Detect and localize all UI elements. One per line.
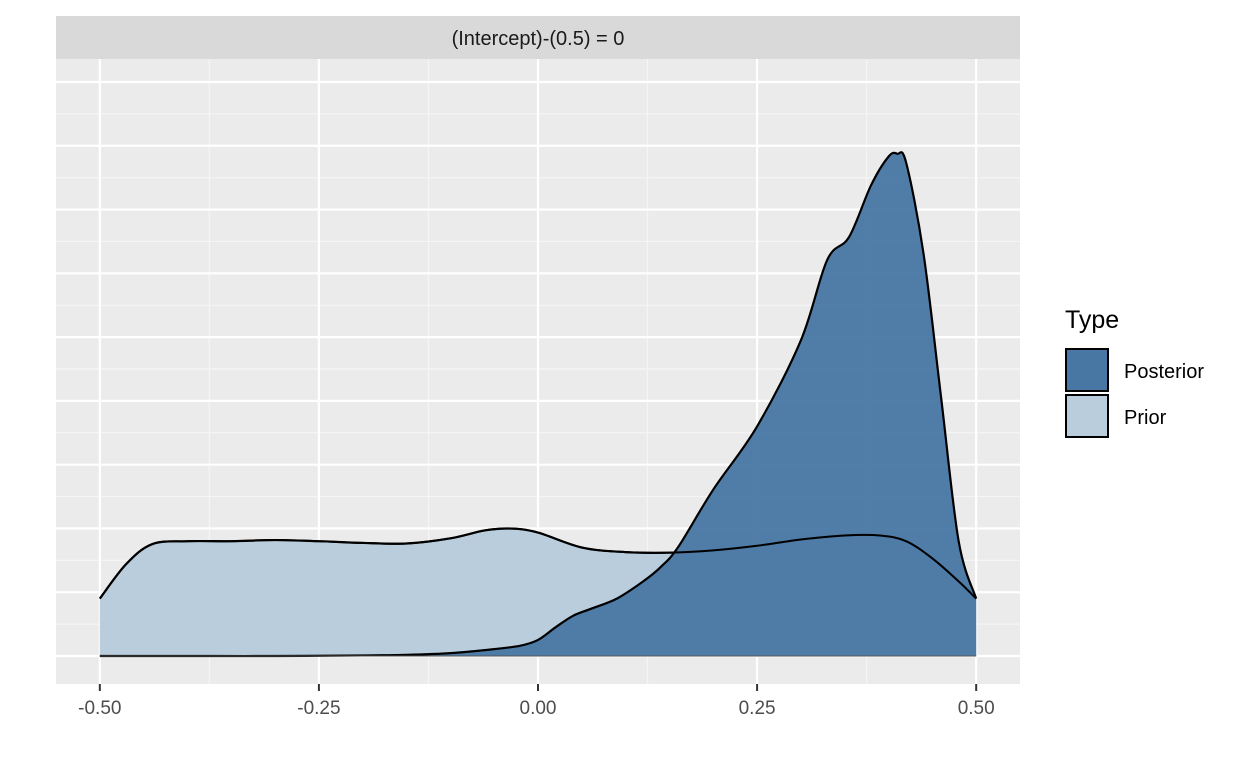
legend: Type Posterior Prior <box>1065 306 1204 438</box>
x-tick-label: 0.00 <box>520 698 557 719</box>
density-areas <box>98 151 978 658</box>
strip-background <box>56 16 1020 59</box>
x-tick-label: -0.25 <box>297 698 340 719</box>
legend-item-prior: Prior <box>1065 394 1167 438</box>
legend-key-posterior <box>1065 348 1109 392</box>
area-posterior <box>99 152 977 657</box>
legend-key-prior <box>1065 394 1109 438</box>
outline-posterior <box>99 151 978 658</box>
x-tick-label: -0.50 <box>78 698 121 719</box>
legend-label-prior: Prior <box>1124 407 1167 429</box>
x-axis: -0.50 -0.25 0.00 0.25 0.50 <box>78 684 995 719</box>
legend-label-posterior: Posterior <box>1124 361 1204 383</box>
legend-item-posterior: Posterior <box>1065 348 1204 392</box>
x-tick-label: 0.25 <box>739 698 776 719</box>
x-tick-label: 0.50 <box>958 698 995 719</box>
facet-label: (Intercept)-(0.5) = 0 <box>452 28 625 50</box>
legend-title: Type <box>1065 306 1119 334</box>
outline-prior-top <box>99 527 977 600</box>
